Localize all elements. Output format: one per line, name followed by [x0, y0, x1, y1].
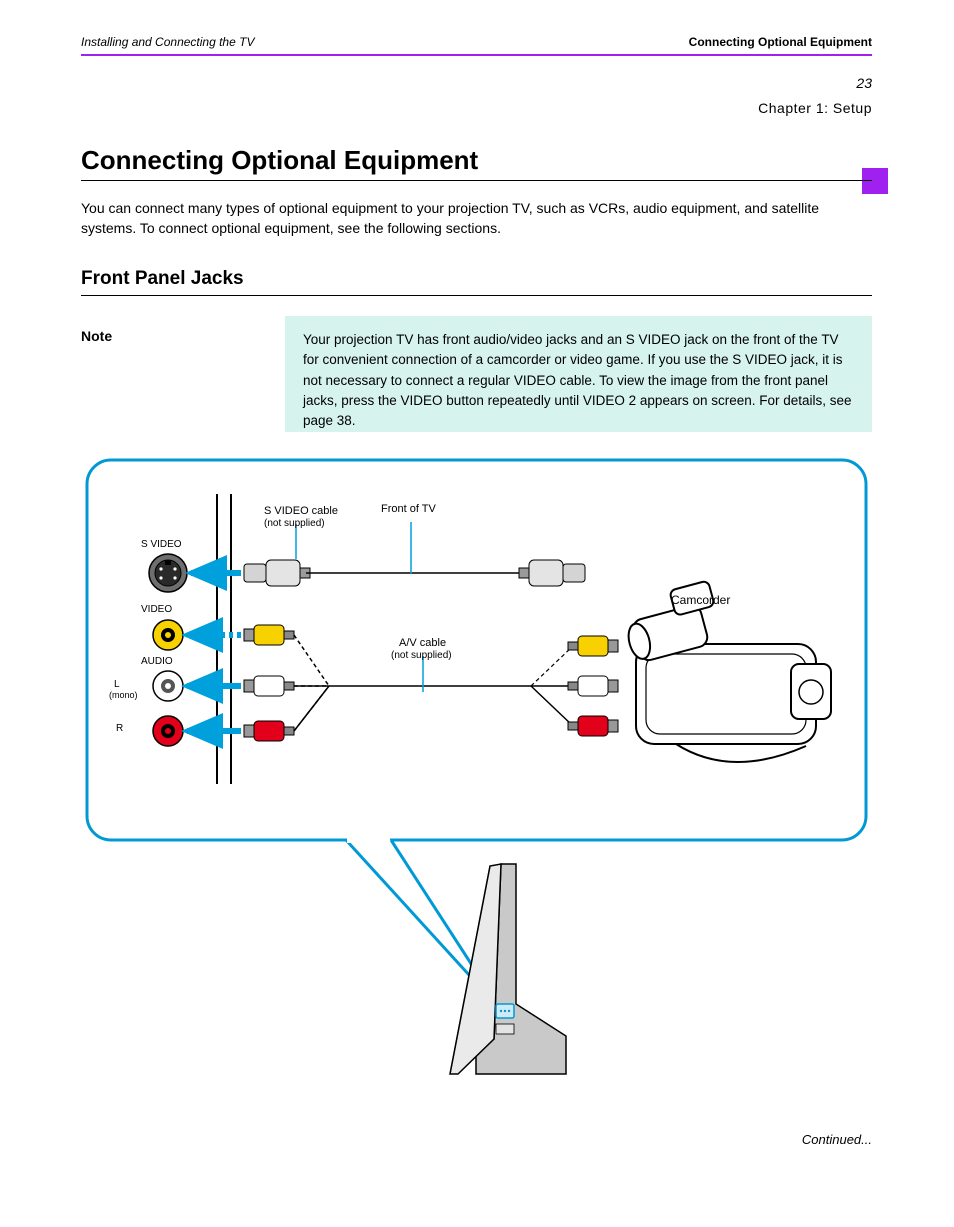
- label-svideo-cable: S VIDEO cable: [264, 505, 338, 517]
- label-svideo-cable-2: (not supplied): [264, 518, 325, 529]
- label-front-of-tv: Front of TV: [381, 503, 436, 515]
- section-rule: [81, 295, 872, 296]
- header-left: Installing and Connecting the TV: [81, 35, 254, 49]
- intro-paragraph: You can connect many types of optional e…: [81, 198, 861, 239]
- chapter-label: Chapter 1: Setup: [758, 100, 872, 116]
- page-number: 23: [856, 75, 872, 91]
- callout-pointer-mask: [347, 833, 390, 843]
- label-audio: AUDIO: [141, 656, 173, 667]
- note-label: Note: [81, 328, 112, 344]
- side-tab: [862, 168, 888, 194]
- port-audio-r: [153, 716, 183, 746]
- label-svideo: S VIDEO: [141, 539, 182, 550]
- label-mono: (mono): [109, 690, 138, 700]
- label-l: L: [114, 679, 120, 690]
- header-rule: [81, 54, 872, 56]
- page-title: Connecting Optional Equipment: [81, 145, 478, 176]
- svg-text:Camcorder: Camcorder: [671, 593, 730, 607]
- plug-svideo-left: [244, 560, 310, 586]
- label-av-cable-2: (not supplied): [391, 650, 452, 661]
- label-r: R: [116, 723, 123, 734]
- plug-svideo-right: [519, 560, 585, 586]
- label-video: VIDEO: [141, 604, 172, 615]
- label-av-cable: A/V cable: [399, 637, 446, 649]
- continued-label: Continued...: [81, 1132, 872, 1147]
- connection-diagram: S VIDEO VIDEO AUDIO L (mono) R: [81, 454, 872, 1102]
- port-video: [153, 620, 183, 650]
- port-svideo: [149, 554, 187, 592]
- port-audio-l: [153, 671, 183, 701]
- title-rule: [81, 180, 872, 181]
- section-heading: Front Panel Jacks: [81, 268, 244, 290]
- header-right: Connecting Optional Equipment: [689, 35, 872, 49]
- note-box: Your projection TV has front audio/video…: [285, 316, 872, 432]
